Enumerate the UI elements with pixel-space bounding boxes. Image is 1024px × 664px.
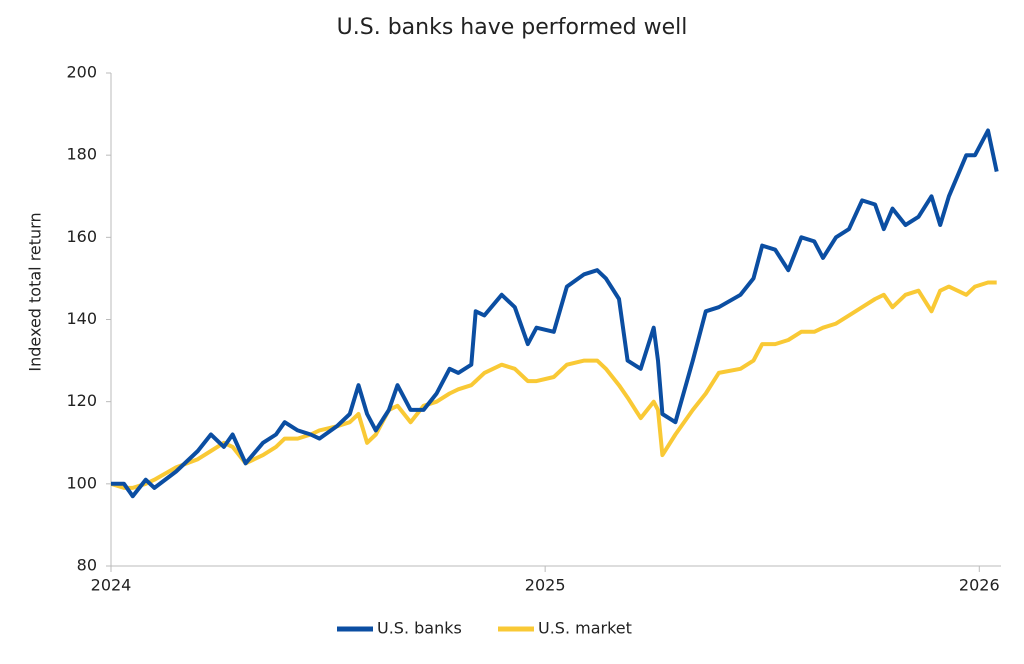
y-axis-label: Indexed total return [26,212,45,371]
x-tick-label: 2026 [959,576,1000,595]
y-tick-label: 100 [66,473,97,492]
x-tick-label: 2024 [91,576,132,595]
chart-title: U.S. banks have performed well [337,15,688,40]
y-tick-label: 120 [66,391,97,410]
series-line [110,280,997,490]
legend-label: U.S. banks [377,619,462,638]
x-tick-label: 2025 [525,576,566,595]
y-tick-label: 140 [66,309,97,328]
y-tick-label: 200 [66,63,97,82]
legend-label: U.S. market [538,619,632,638]
series-line [111,128,999,499]
y-tick-label: 180 [66,145,97,164]
y-tick-label: 160 [66,227,97,246]
y-tick-label: 80 [77,556,97,575]
